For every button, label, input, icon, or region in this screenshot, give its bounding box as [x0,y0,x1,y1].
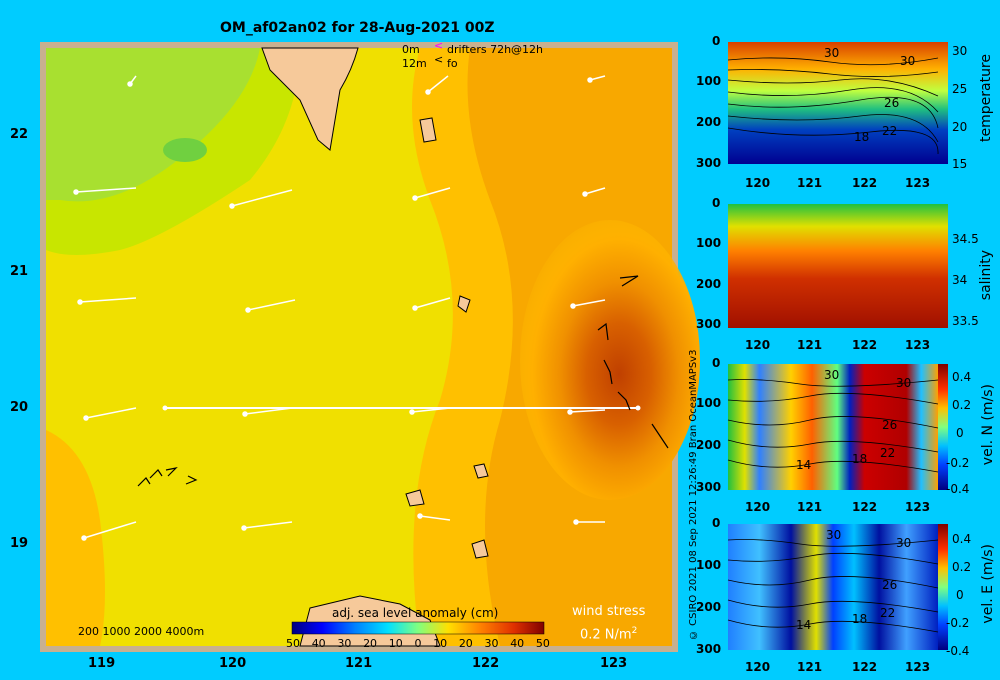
legend-row1-depth: 0m [402,43,420,56]
map-title: OM_af02an02 for 28-Aug-2021 00Z [220,20,495,36]
wind-stress-title: wind stress [572,604,646,619]
map-x-tick: 122 [472,656,500,671]
map-y-tick: 19 [10,536,29,551]
section-panels [727,42,948,650]
veln-panel-field [728,364,938,490]
map-y-tick: 20 [10,400,29,415]
colorbar-ticks: 50 40 30 20 10 0 10 20 30 40 50 [286,637,550,650]
colorbar-title: adj. sea level anomaly (cm) [332,606,499,620]
map-x-tick: 121 [345,656,373,671]
drifter-legend-icon: < [434,39,444,52]
map-y-tick: 21 [10,264,29,279]
legend-row2-depth: 12m [402,57,427,70]
map-y-tick: 22 [10,127,29,142]
vele-panel-field [728,524,938,650]
velocity-legend-icon: < [434,53,444,66]
legend-row2-text: fo [447,57,458,70]
legend-row1-text: drifters 72h@12h [447,43,544,56]
credit-text: © CSIRO 2021 08 Sep 2021 12:26:49 Bran O… [688,349,699,640]
wind-stress-scale: 0.2 N/m2 [580,626,638,643]
map-x-tick: 119 [88,656,116,671]
map-x-tick: 123 [600,656,628,671]
main-map [40,42,700,652]
map-x-tick: 120 [219,656,247,671]
depth-contours-label: 200 1000 2000 4000m [78,625,205,638]
ssh-colorbar [291,621,545,635]
salinity-panel-field [728,204,938,328]
